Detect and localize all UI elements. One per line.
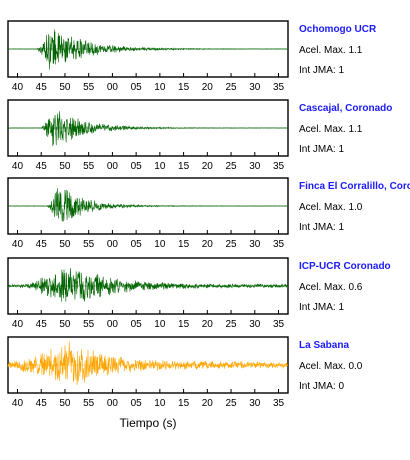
x-tick-label: 50: [59, 82, 71, 93]
x-tick-label: 15: [178, 82, 190, 93]
x-tick-label: 40: [12, 82, 24, 93]
x-tick-label: 10: [154, 319, 166, 330]
x-tick-label: 25: [225, 239, 237, 250]
x-tick-label: 30: [249, 161, 261, 172]
int-jma-label: Int JMA: 1: [299, 302, 344, 313]
station-name: Finca El Corralillo, Coronado: [299, 181, 410, 192]
int-jma-label: Int JMA: 1: [299, 144, 344, 155]
x-tick-label: 55: [83, 82, 95, 93]
x-tick-label: 30: [249, 82, 261, 93]
x-tick-label: 00: [107, 239, 119, 250]
accel-max-label: Acel. Max. 1.1: [299, 45, 363, 56]
seismogram-panel: 40 45 50 55 00 05 10 15 20 25 30 35 La Sabana Acel. M…: [7, 336, 363, 409]
x-tick-label: 45: [36, 82, 48, 93]
x-tick-label: 05: [131, 161, 143, 172]
x-tick-label: 45: [36, 161, 48, 172]
x-tick-label: 15: [178, 239, 190, 250]
x-tick-label: 20: [202, 239, 214, 250]
x-tick-label: 30: [249, 398, 261, 409]
waveform-trace: [7, 268, 289, 302]
x-tick-label: 35: [273, 319, 285, 330]
x-tick-label: 00: [107, 82, 119, 93]
x-tick-label: 55: [83, 239, 95, 250]
seismogram-panel: 40 45 50 55 00 05 10 15 20 25 30 35 Cascajal, Corona…: [7, 99, 392, 172]
x-tick-label: 35: [273, 398, 285, 409]
x-tick-label: 05: [131, 398, 143, 409]
x-tick-label: 10: [154, 239, 166, 250]
x-tick-label: 45: [36, 239, 48, 250]
x-tick-label: 55: [83, 398, 95, 409]
x-tick-label: 10: [154, 161, 166, 172]
station-name: Ochomogo UCR: [299, 24, 377, 35]
x-tick-label: 40: [12, 161, 24, 172]
accel-max-label: Acel. Max. 0.0: [299, 361, 363, 372]
x-tick-label: 15: [178, 161, 190, 172]
x-tick-label: 35: [273, 239, 285, 250]
x-tick-label: 30: [249, 319, 261, 330]
x-tick-label: 20: [202, 161, 214, 172]
x-tick-label: 25: [225, 161, 237, 172]
int-jma-label: Int JMA: 1: [299, 222, 344, 233]
x-tick-label: 30: [249, 239, 261, 250]
x-tick-label: 15: [178, 319, 190, 330]
x-tick-label: 00: [107, 398, 119, 409]
int-jma-label: Int JMA: 1: [299, 65, 344, 76]
waveform-trace: [7, 111, 289, 147]
waveform-trace: [7, 341, 289, 385]
x-tick-label: 50: [59, 398, 71, 409]
accel-max-label: Acel. Max. 0.6: [299, 282, 363, 293]
x-tick-label: 05: [131, 82, 143, 93]
x-tick-label: 50: [59, 319, 71, 330]
accel-max-label: Acel. Max. 1.0: [299, 202, 363, 213]
x-tick-label: 40: [12, 239, 24, 250]
waveform-trace: [7, 188, 289, 222]
x-tick-label: 10: [154, 82, 166, 93]
seismogram-panel: 40 45 50 55 00 05 10 15 20 25 30 35 Finca El Corrali…: [7, 177, 410, 250]
x-tick-label: 55: [83, 319, 95, 330]
seismogram-panel: 40 45 50 55 00 05 10 15 20 25 30 35 ICP-UCR Coronado…: [7, 257, 391, 330]
x-tick-label: 20: [202, 398, 214, 409]
x-tick-label: 40: [12, 319, 24, 330]
x-tick-label: 25: [225, 82, 237, 93]
x-tick-label: 45: [36, 398, 48, 409]
x-tick-label: 20: [202, 82, 214, 93]
x-tick-label: 05: [131, 319, 143, 330]
waveform-trace: [7, 29, 289, 70]
x-tick-label: 00: [107, 161, 119, 172]
x-tick-label: 50: [59, 161, 71, 172]
x-tick-label: 55: [83, 161, 95, 172]
x-tick-label: 40: [12, 398, 24, 409]
x-tick-label: 10: [154, 398, 166, 409]
station-name: ICP-UCR Coronado: [299, 261, 391, 272]
x-tick-label: 00: [107, 319, 119, 330]
station-name: La Sabana: [299, 340, 349, 351]
x-tick-label: 45: [36, 319, 48, 330]
x-axis-title: Tiempo (s): [120, 416, 177, 430]
station-name: Cascajal, Coronado: [299, 103, 392, 114]
x-tick-label: 35: [273, 82, 285, 93]
x-tick-label: 20: [202, 319, 214, 330]
seismogram-panel: 40 45 50 55 00 05 10 15 20 25 30 35 Ochomogo UCR Acel…: [7, 20, 377, 93]
x-tick-label: 25: [225, 319, 237, 330]
x-tick-label: 15: [178, 398, 190, 409]
accel-max-label: Acel. Max. 1.1: [299, 124, 363, 135]
x-tick-label: 35: [273, 161, 285, 172]
x-tick-label: 05: [131, 239, 143, 250]
x-tick-label: 25: [225, 398, 237, 409]
int-jma-label: Int JMA: 0: [299, 381, 344, 392]
x-tick-label: 50: [59, 239, 71, 250]
